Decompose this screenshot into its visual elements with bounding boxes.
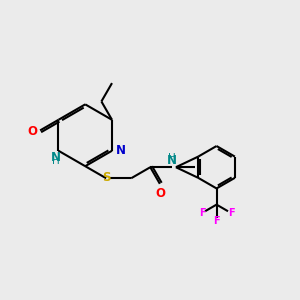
Text: H: H bbox=[168, 153, 176, 163]
Text: H: H bbox=[52, 156, 60, 166]
Text: N: N bbox=[51, 151, 61, 164]
Text: O: O bbox=[155, 187, 165, 200]
Text: S: S bbox=[102, 172, 111, 184]
Text: O: O bbox=[28, 124, 38, 137]
Text: F: F bbox=[199, 208, 205, 218]
Text: F: F bbox=[228, 208, 234, 218]
Text: N: N bbox=[167, 154, 177, 167]
Text: F: F bbox=[213, 216, 220, 226]
Text: N: N bbox=[116, 144, 125, 157]
